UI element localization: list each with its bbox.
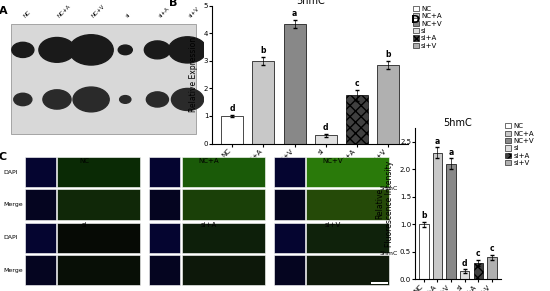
Bar [182, 189, 265, 220]
Bar [346, 95, 368, 143]
Text: B: B [169, 0, 178, 8]
Legend: NC, NC+A, NC+V, si, si+A, si+V: NC, NC+A, NC+V, si, si+A, si+V [410, 3, 444, 52]
Bar [57, 223, 140, 253]
Circle shape [12, 42, 34, 57]
Circle shape [144, 41, 170, 59]
Circle shape [43, 90, 71, 109]
Text: 5hmC: 5hmC [379, 251, 398, 256]
Bar [460, 271, 470, 279]
Circle shape [168, 37, 207, 63]
Bar [182, 223, 265, 253]
Circle shape [146, 92, 168, 107]
Bar [273, 189, 305, 220]
Bar [273, 255, 305, 285]
Bar [25, 255, 56, 285]
Bar [273, 157, 305, 187]
Text: si+V: si+V [324, 222, 341, 228]
Text: c: c [476, 249, 481, 258]
Bar [11, 24, 196, 134]
Text: DAPI: DAPI [3, 170, 18, 175]
Text: NC+A: NC+A [57, 3, 72, 18]
Bar [57, 157, 140, 187]
Circle shape [14, 93, 32, 106]
Text: Merge: Merge [3, 268, 23, 273]
Bar [25, 223, 56, 253]
Text: Merge: Merge [3, 202, 23, 207]
Bar [149, 255, 180, 285]
Bar [182, 157, 265, 187]
Bar [284, 24, 305, 143]
Bar [306, 223, 389, 253]
Bar [315, 135, 337, 143]
Text: DAPI: DAPI [3, 235, 18, 240]
Legend: NC, NC+A, NC+V, si, si+A, si+V: NC, NC+A, NC+V, si, si+A, si+V [502, 120, 537, 169]
Bar [182, 255, 265, 285]
Bar [419, 224, 428, 279]
Text: b: b [261, 46, 266, 55]
Text: a: a [292, 9, 297, 18]
Bar [377, 65, 399, 143]
Circle shape [118, 45, 133, 55]
Text: a: a [435, 137, 440, 146]
Text: si+V: si+V [188, 6, 200, 18]
Text: D: D [411, 15, 421, 24]
Bar [487, 257, 497, 279]
Bar [474, 263, 483, 279]
Text: d: d [323, 123, 328, 132]
Text: C: C [0, 152, 7, 162]
Text: NC: NC [79, 158, 89, 164]
Bar [306, 255, 389, 285]
Bar [446, 164, 456, 279]
Bar [149, 223, 180, 253]
Text: NC+V: NC+V [322, 158, 343, 164]
Circle shape [39, 38, 75, 62]
Bar [306, 189, 389, 220]
Text: si+A: si+A [200, 222, 217, 228]
Text: b: b [386, 50, 391, 59]
Text: b: b [421, 211, 427, 220]
Text: NC+A: NC+A [198, 158, 219, 164]
Bar [306, 157, 389, 187]
Text: si: si [125, 12, 132, 18]
Text: c: c [355, 79, 359, 88]
Text: 5hmC: 5hmC [379, 186, 398, 191]
Bar [149, 157, 180, 187]
Text: NC+V: NC+V [91, 3, 106, 18]
Circle shape [73, 87, 109, 112]
Bar [57, 255, 140, 285]
Text: NC: NC [23, 9, 32, 18]
Y-axis label: Relative
Fluorescence Intensity: Relative Fluorescence Intensity [375, 161, 394, 247]
Bar [371, 281, 388, 284]
Text: si: si [81, 222, 87, 228]
Bar [252, 61, 274, 143]
Circle shape [172, 88, 204, 111]
Text: si+A: si+A [157, 6, 170, 18]
Bar [57, 189, 140, 220]
Text: A: A [0, 6, 7, 16]
Text: a: a [448, 148, 454, 157]
Text: c: c [490, 244, 494, 253]
Bar [273, 223, 305, 253]
Bar [25, 189, 56, 220]
Circle shape [69, 35, 113, 65]
Y-axis label: Relative Expression: Relative Expression [189, 37, 198, 112]
Bar [25, 157, 56, 187]
Title: 5hmC: 5hmC [296, 0, 324, 6]
Bar [149, 189, 180, 220]
Text: d: d [229, 104, 235, 113]
Circle shape [120, 96, 131, 103]
Text: d: d [462, 259, 468, 268]
Title: 5hmC: 5hmC [443, 118, 472, 128]
Bar [433, 153, 442, 279]
Bar [221, 116, 243, 143]
